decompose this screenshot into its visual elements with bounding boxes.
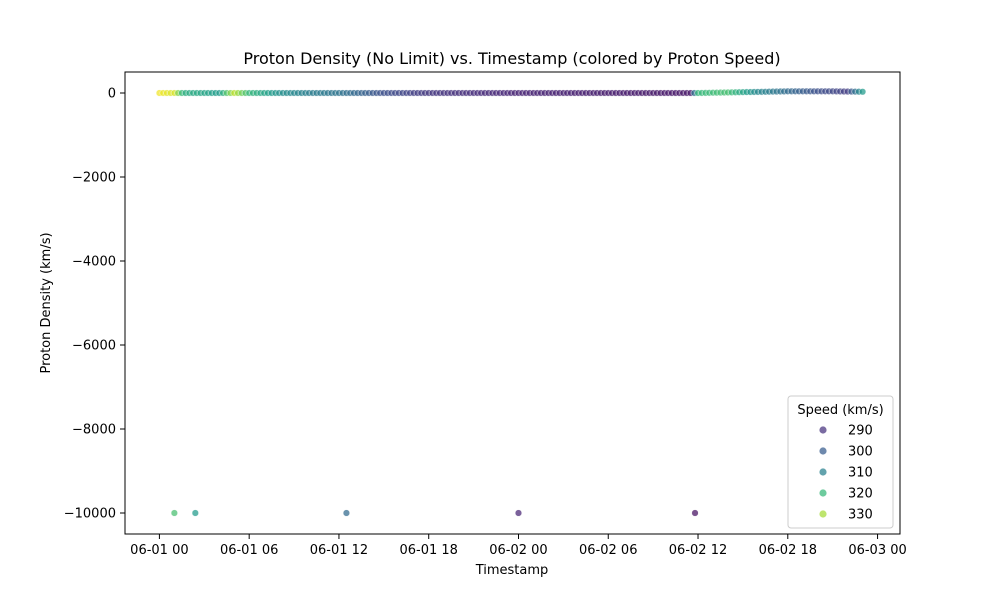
outlier-point <box>514 509 522 517</box>
legend-marker <box>819 426 827 434</box>
legend-label: 330 <box>848 508 873 523</box>
outlier-point <box>191 509 199 517</box>
y-tick-label: −4000 <box>72 255 116 270</box>
legend-marker <box>819 489 827 497</box>
legend-marker <box>819 510 827 518</box>
y-tick-label: −2000 <box>72 171 116 186</box>
legend-marker <box>819 468 827 476</box>
y-tick-label: 0 <box>108 87 116 102</box>
x-axis-label: Timestamp <box>475 563 549 578</box>
outlier-point <box>170 509 178 517</box>
y-axis: 0 −2000 −4000 −6000 −8000 −10000 <box>64 87 125 522</box>
y-tick-label: −6000 <box>72 339 116 354</box>
data-point <box>859 88 867 96</box>
legend-label: 300 <box>848 445 873 460</box>
legend-label: 310 <box>848 466 873 481</box>
legend-box <box>787 395 894 529</box>
x-tick-label: 06-02 18 <box>759 543 817 558</box>
legend-marker <box>819 447 827 455</box>
legend-label: 320 <box>848 487 873 502</box>
outlier-point <box>691 509 699 517</box>
data-points <box>155 87 867 517</box>
x-tick-label: 06-02 12 <box>669 543 727 558</box>
chart-title: Proton Density (No Limit) vs. Timestamp … <box>243 49 780 68</box>
x-tick-label: 06-03 00 <box>848 543 906 558</box>
x-tick-label: 06-02 00 <box>489 543 547 558</box>
x-tick-label: 06-01 00 <box>130 543 188 558</box>
x-axis: 06-01 00 06-01 06 06-01 12 06-01 18 06-02 00… <box>130 534 907 558</box>
legend-label: 290 <box>848 424 873 439</box>
x-tick-label: 06-02 06 <box>579 543 637 558</box>
x-tick-label: 06-01 12 <box>310 543 368 558</box>
x-tick-label: 06-01 06 <box>220 543 278 558</box>
y-tick-label: −10000 <box>64 507 116 522</box>
plot-frame <box>124 71 901 535</box>
y-tick-label: −8000 <box>72 423 116 438</box>
legend-title: Speed (km/s) <box>797 403 883 418</box>
y-axis-label: Proton Density (km/s) <box>39 232 54 373</box>
outlier-point <box>342 509 350 517</box>
x-tick-label: 06-01 18 <box>399 543 457 558</box>
legend: Speed (km/s) 290 300 310 320 330 <box>787 395 894 529</box>
